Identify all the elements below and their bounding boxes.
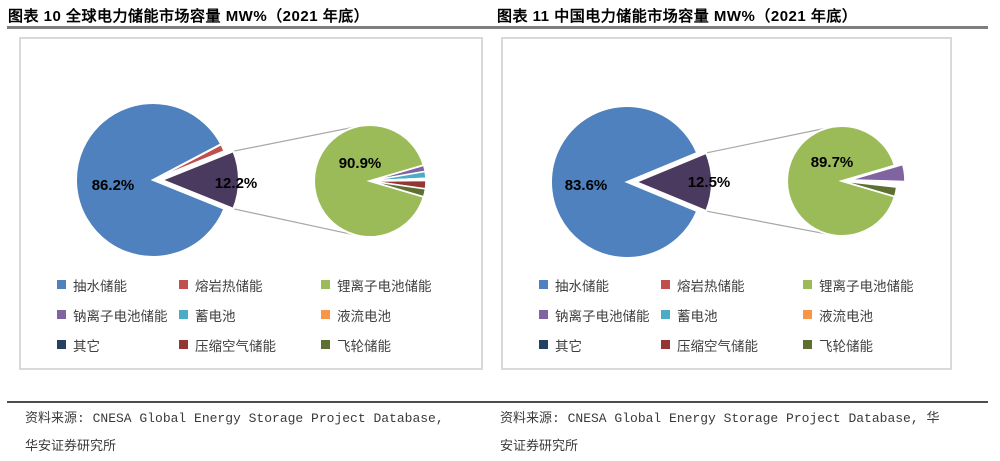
legend-item: 蓄电池: [661, 305, 718, 324]
legend-swatch-icon: [321, 339, 330, 349]
legend-label: 液流电池: [337, 309, 391, 324]
legend-item: 飞轮储能: [321, 335, 391, 354]
chart-frame-china: 83.6% 12.5% 89.7% 抽水储能 熔岩热储能 锂离子电池储能钠离子电池储能 蓄…: [501, 37, 952, 370]
connector-line: [233, 125, 358, 152]
legend-item: 蓄电池: [179, 305, 236, 324]
legend-swatch-icon: [539, 279, 548, 289]
legend-swatch-icon: [321, 279, 330, 289]
connector-line: [706, 126, 830, 154]
legend-item: 压缩空气储能: [179, 335, 276, 354]
source-note-line1: 资料来源: CNESA Global Energy Storage Projec…: [500, 411, 940, 426]
legend-swatch-icon: [803, 279, 812, 289]
legend-label: 其它: [73, 339, 100, 354]
legend-label: 蓄电池: [677, 309, 718, 324]
source-note-line2: 华安证券研究所: [25, 439, 117, 454]
legend-swatch-icon: [661, 339, 670, 349]
legend-label: 飞轮储能: [337, 339, 391, 354]
secondary-pie-slice-main: [313, 124, 425, 238]
legend-item: 抽水储能: [539, 275, 609, 294]
legend-item: 飞轮储能: [803, 335, 873, 354]
main-pie-label: 86.2%: [92, 177, 135, 194]
group-pie-label: 12.2%: [215, 175, 258, 192]
legend-item: 熔岩热储能: [661, 275, 745, 294]
main-pie-slice-group: [159, 149, 240, 211]
legend-label: 压缩空气储能: [677, 339, 758, 354]
pie-chart-svg-global: 86.2% 12.2% 90.9%: [75, 102, 427, 258]
legend-label: 压缩空气储能: [195, 339, 276, 354]
legend-item: 液流电池: [803, 305, 873, 324]
legend-label: 液流电池: [819, 309, 873, 324]
legend-item: 其它: [539, 335, 582, 354]
legend-swatch-icon: [539, 339, 548, 349]
secondary-pie-label: 89.7%: [811, 154, 854, 171]
legend-swatch-icon: [803, 309, 812, 319]
secondary-pie-label: 90.9%: [339, 155, 382, 172]
source-note-line1: 资料来源: CNESA Global Energy Storage Projec…: [25, 411, 444, 426]
connector-line: [233, 208, 358, 237]
legend-swatch-icon: [803, 339, 812, 349]
legend-swatch-icon: [57, 309, 66, 319]
legend-label: 飞轮储能: [819, 339, 873, 354]
legend-swatch-icon: [179, 309, 188, 319]
bottom-divider: [7, 401, 988, 403]
chart-frame-global: 86.2% 12.2% 90.9% 抽水储能 熔岩热储能 锂离子电池储能钠离子电池储能 蓄…: [19, 37, 483, 370]
legend-item: 锂离子电池储能: [321, 275, 432, 294]
legend-item: 钠离子电池储能: [539, 305, 650, 324]
legend-label: 钠离子电池储能: [555, 309, 650, 324]
legend-swatch-icon: [179, 279, 188, 289]
legend-item: 熔岩热储能: [179, 275, 263, 294]
legend-label: 抽水储能: [555, 279, 609, 294]
legend-item: 抽水储能: [57, 275, 127, 294]
legend-item: 锂离子电池储能: [803, 275, 914, 294]
legend-label: 钠离子电池储能: [73, 309, 168, 324]
secondary-pie-slice: [369, 180, 427, 198]
legend-swatch-icon: [661, 279, 670, 289]
legend-label: 蓄电池: [195, 309, 236, 324]
legend-label: 锂离子电池储能: [337, 279, 432, 294]
legend-label: 熔岩热储能: [195, 279, 263, 294]
legend-item: 钠离子电池储能: [57, 305, 168, 324]
group-pie-label: 12.5%: [688, 174, 731, 191]
legend-item: 其它: [57, 335, 100, 354]
chart-title-china: 图表 11 中国电力储能市场容量 MW%（2021 年底）: [497, 8, 858, 25]
secondary-pie-slice: [841, 180, 898, 198]
secondary-pie-slice: [849, 163, 906, 183]
legend-label: 抽水储能: [73, 279, 127, 294]
main-pie-label: 83.6%: [565, 177, 608, 194]
legend-swatch-icon: [57, 279, 66, 289]
pie-chart-svg-china: 83.6% 12.5% 89.7%: [549, 105, 906, 259]
legend-swatch-icon: [179, 339, 188, 349]
legend-swatch-icon: [57, 339, 66, 349]
legend-swatch-icon: [539, 309, 548, 319]
main-pie-slice-group: [633, 151, 713, 213]
legend-swatch-icon: [661, 309, 670, 319]
source-note-line2: 安证券研究所: [500, 439, 579, 454]
legend-item: 液流电池: [321, 305, 391, 324]
legend-label: 熔岩热储能: [677, 279, 745, 294]
main-pie-slice: [75, 102, 226, 258]
top-divider: [7, 26, 988, 29]
legend-item: 压缩空气储能: [661, 335, 758, 354]
legend-label: 其它: [555, 339, 582, 354]
legend-label: 锂离子电池储能: [819, 279, 914, 294]
chart-title-global: 图表 10 全球电力储能市场容量 MW%（2021 年底）: [8, 8, 370, 25]
legend-swatch-icon: [321, 309, 330, 319]
connector-line: [706, 210, 830, 236]
secondary-pie-slice-main: [786, 125, 897, 237]
main-pie-slice: [549, 105, 699, 259]
